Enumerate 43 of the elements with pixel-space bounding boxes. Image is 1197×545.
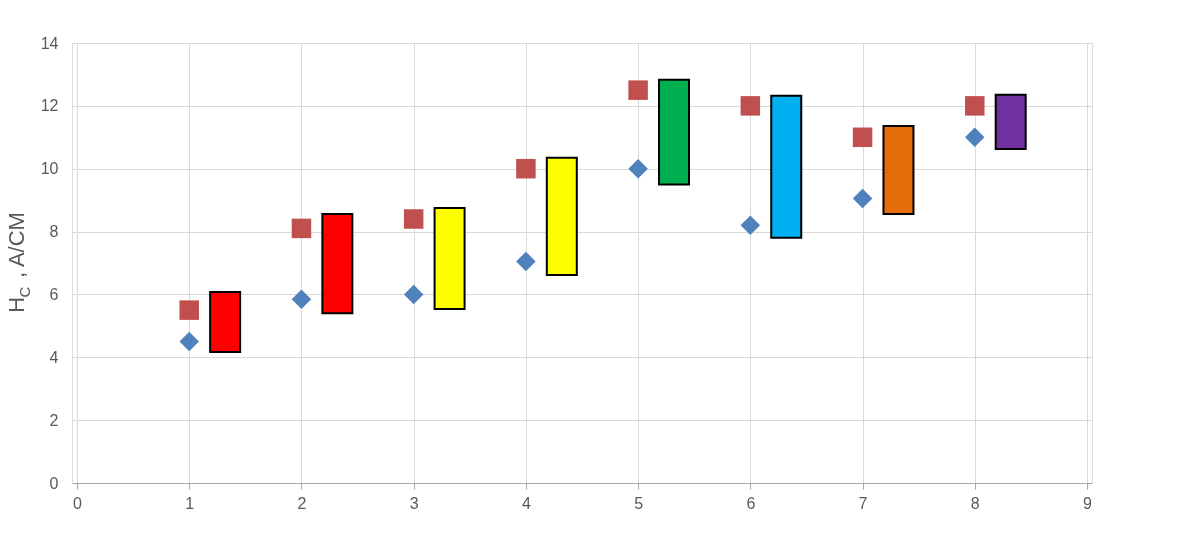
- y-tick-label: 14: [40, 34, 59, 52]
- x-tick-label: 9: [1083, 494, 1093, 512]
- point: [403, 209, 424, 229]
- point: [403, 284, 424, 305]
- bar: [321, 212, 354, 315]
- point: [179, 331, 199, 352]
- point: [965, 96, 985, 116]
- x-tick-label: 0: [73, 494, 83, 512]
- point: [740, 215, 761, 236]
- x-tick-label: 7: [858, 494, 868, 512]
- point: [965, 127, 985, 148]
- y-tick-label: 4: [49, 348, 59, 366]
- x-tick-label: 2: [297, 494, 307, 512]
- x-tick-label: 4: [521, 494, 531, 512]
- y-tick-label: 8: [49, 223, 59, 241]
- bar: [209, 290, 242, 353]
- y-tick-label: 12: [40, 97, 59, 115]
- x-tick-label: 5: [634, 494, 644, 512]
- point: [291, 218, 312, 239]
- y-tick-label: 10: [40, 160, 59, 178]
- point: [291, 289, 312, 309]
- point: [852, 127, 873, 148]
- y-tick-label: 6: [49, 285, 59, 303]
- y-axis-title: HC , A/CM: [4, 212, 33, 313]
- bar: [994, 93, 1027, 150]
- point: [628, 80, 648, 100]
- point: [628, 158, 648, 179]
- point: [179, 300, 199, 320]
- x-tick-label: 3: [409, 494, 419, 512]
- bar: [545, 156, 578, 276]
- point: [516, 251, 536, 272]
- y-tick-label: 0: [49, 474, 59, 492]
- bar: [882, 124, 915, 215]
- bar: [770, 94, 803, 239]
- x-tick-label: 8: [970, 494, 980, 512]
- bar: [658, 78, 691, 186]
- bar: [433, 207, 466, 310]
- x-tick-label: 1: [185, 494, 195, 512]
- x-tick-label: 6: [746, 494, 756, 512]
- point: [740, 96, 761, 116]
- point: [516, 158, 536, 179]
- point: [852, 188, 873, 209]
- y-tick-label: 2: [49, 411, 59, 429]
